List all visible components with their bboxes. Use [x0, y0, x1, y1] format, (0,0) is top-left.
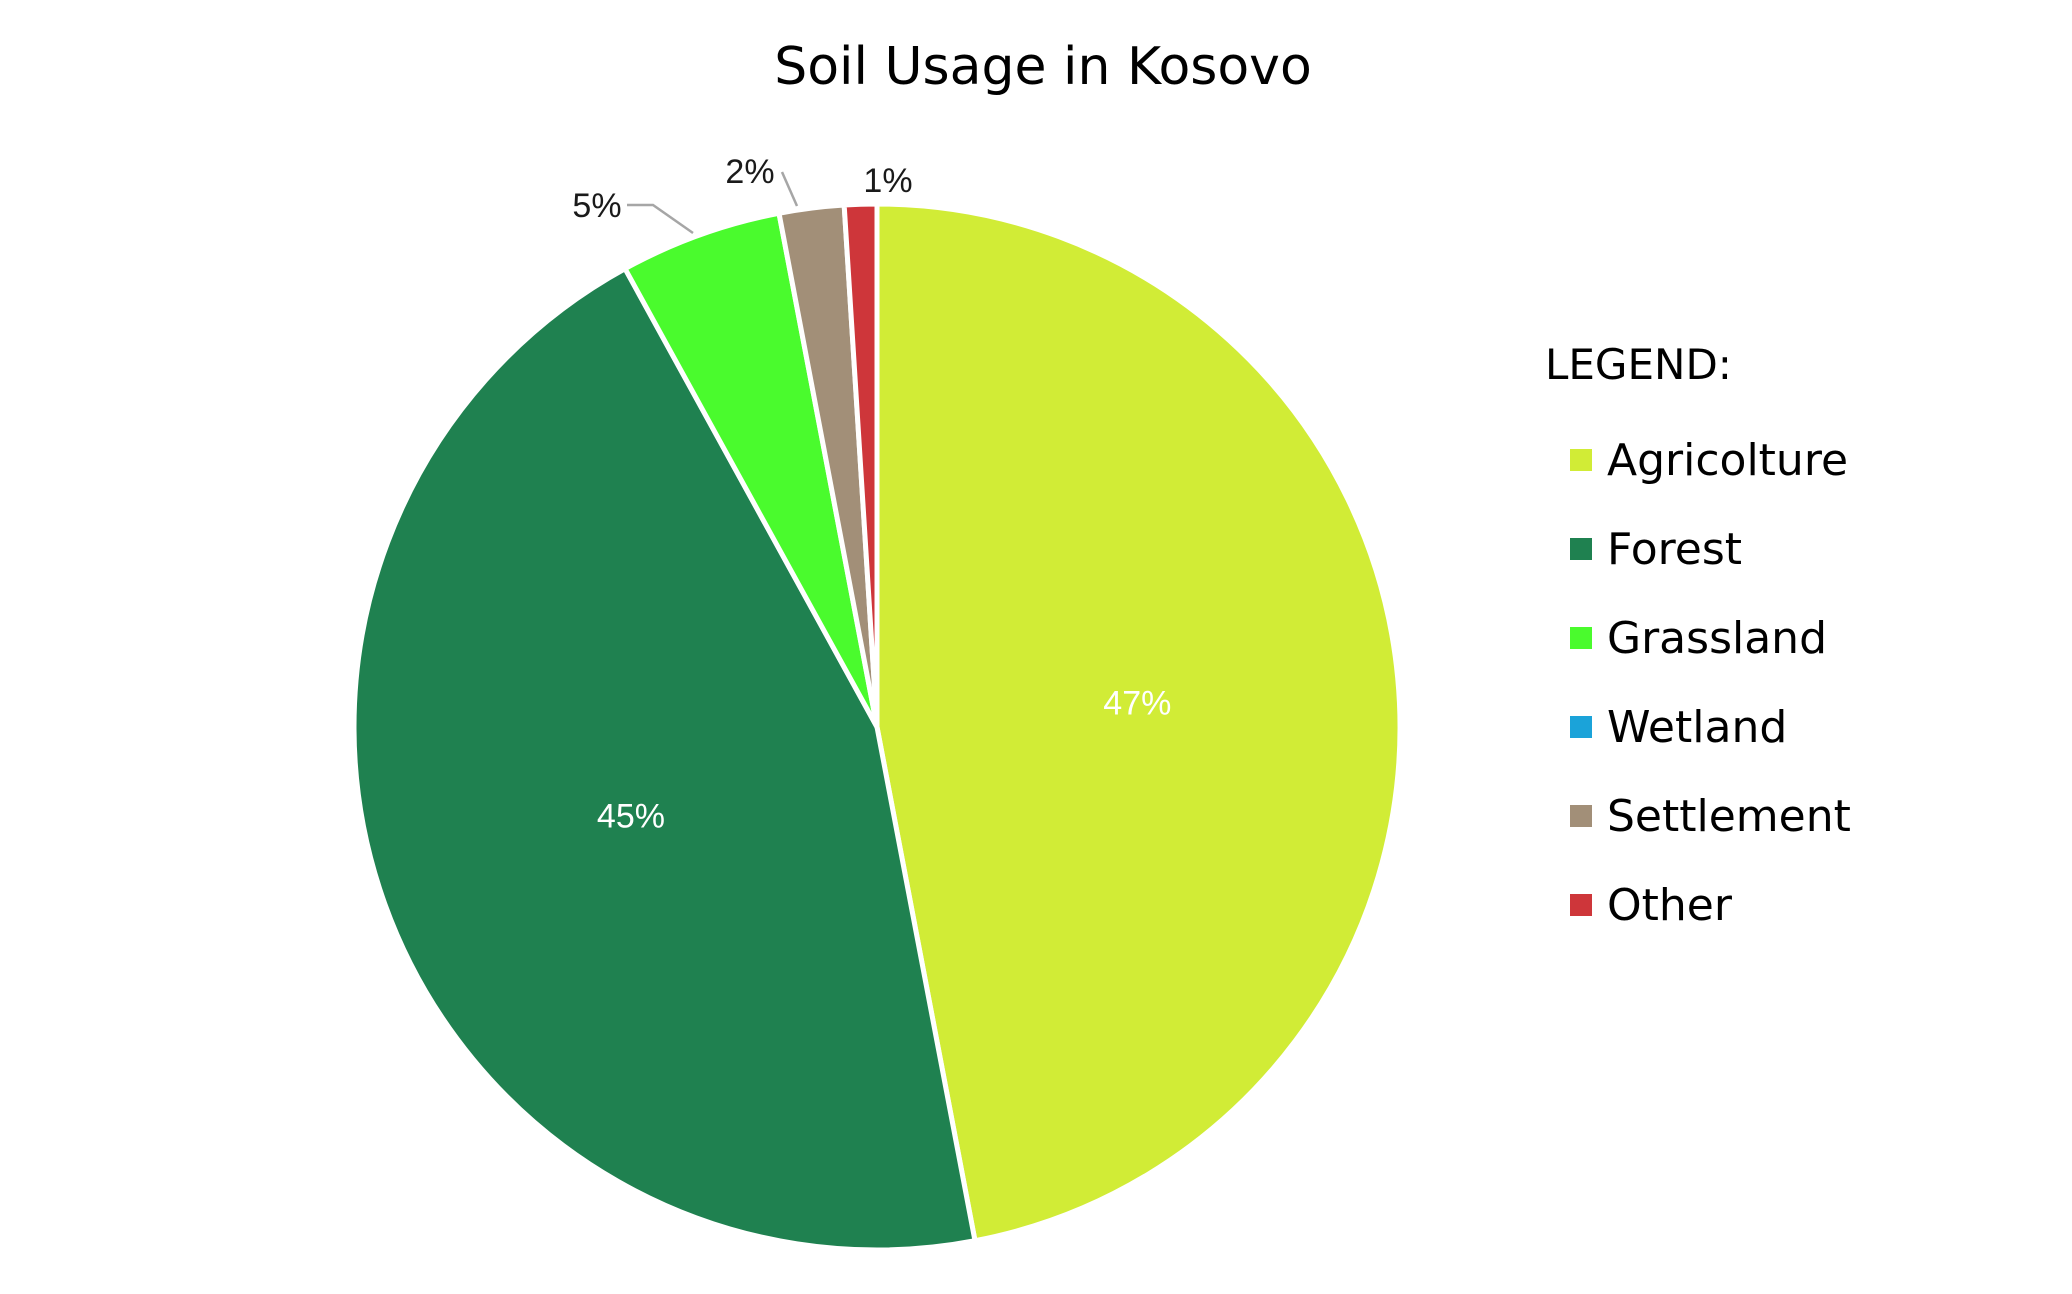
leader-lines	[627, 171, 799, 235]
chart-title: Soil Usage in Kosovo	[774, 37, 1312, 97]
legend-label-agricolture: Agricolture	[1607, 435, 1848, 486]
legend-label-forest: Forest	[1607, 524, 1742, 575]
leader-line-grassland	[627, 203, 694, 235]
legend-label-settlement: Settlement	[1607, 791, 1851, 842]
data-label-settlement: 2%	[725, 153, 774, 191]
pie-slice-agricolture	[874, 201, 1403, 1244]
pie-slice-forest	[351, 266, 978, 1253]
data-label-forest: 45%	[597, 798, 665, 836]
legend: Agricolture Forest Grassland Wetland Settlem…	[1570, 435, 1851, 931]
legend-swatch-agricolture	[1570, 449, 1592, 471]
pie-slice-grassland	[622, 210, 880, 730]
legend-swatch-settlement	[1570, 805, 1592, 827]
legend-swatch-other	[1570, 894, 1592, 916]
legend-label-other: Other	[1607, 880, 1733, 931]
pie-slice-other	[841, 201, 880, 730]
pie-slices	[351, 201, 1403, 1253]
data-labels: 47% 45% 5% 2% 1%	[572, 153, 1171, 836]
data-label-grassland: 5%	[572, 187, 621, 225]
legend-label-wetland: Wetland	[1607, 702, 1787, 753]
legend-swatch-forest	[1570, 538, 1592, 560]
data-label-agricolture: 47%	[1103, 684, 1171, 722]
legend-swatch-grassland	[1570, 627, 1592, 649]
legend-title: LEGEND:	[1545, 340, 1732, 389]
legend-label-grassland: Grassland	[1607, 613, 1827, 664]
legend-swatch-wetland	[1570, 716, 1592, 738]
leader-line-settlement	[780, 171, 799, 207]
data-label-other: 1%	[863, 162, 912, 200]
